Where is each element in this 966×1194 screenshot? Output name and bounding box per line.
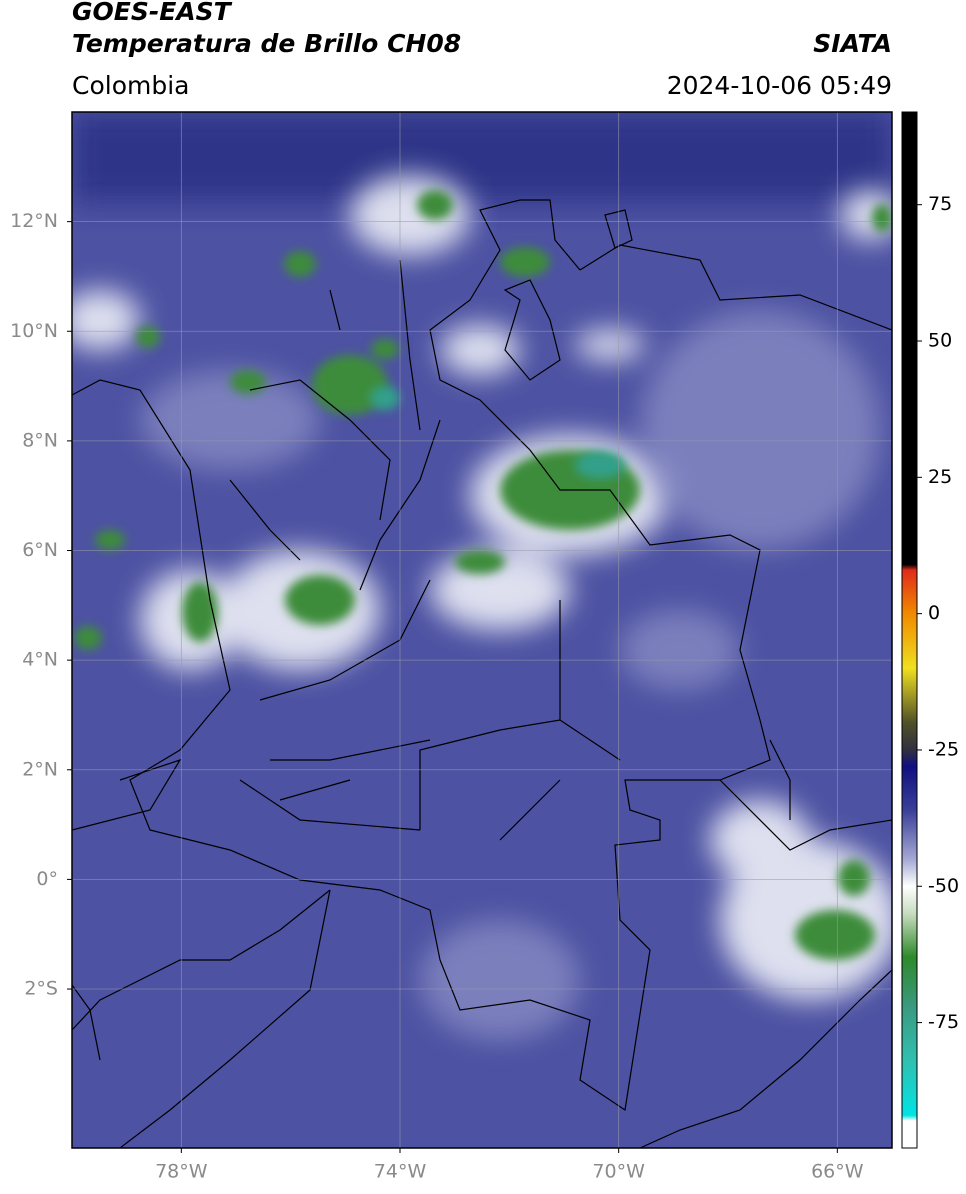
x-tick-label: 74°W xyxy=(374,1161,427,1183)
title: GOES-EAST xyxy=(72,0,233,26)
colorbar-label: 50 xyxy=(928,330,952,352)
grid xyxy=(72,112,892,1148)
colorbar-label: 0 xyxy=(928,602,940,624)
y-tick-label: 2°N xyxy=(22,758,58,780)
colorbar xyxy=(901,111,918,1149)
map-frame xyxy=(71,111,893,1149)
y-tick-label: 12°N xyxy=(10,210,58,232)
x-tick-label: 66°W xyxy=(811,1161,864,1183)
colorbar-label: 75 xyxy=(928,193,952,215)
source: SIATA xyxy=(813,29,892,58)
y-tick-label: 2°S xyxy=(24,978,58,1000)
map-image xyxy=(72,112,892,1148)
y-tick-label: 0° xyxy=(36,868,58,890)
colorbar-label: 25 xyxy=(928,466,952,488)
y-tick-label: 4°N xyxy=(22,649,58,671)
x-tick-label: 70°W xyxy=(592,1161,645,1183)
colorbar-label: -75 xyxy=(928,1011,959,1033)
datetime: 2024-10-06 05:49 xyxy=(667,71,892,100)
subtitle: Temperatura de Brillo CH08 xyxy=(72,29,461,58)
y-tick-label: 8°N xyxy=(22,429,58,451)
x-tick-label: 78°W xyxy=(155,1161,208,1183)
y-tick-label: 6°N xyxy=(22,539,58,561)
y-tick-label: 10°N xyxy=(10,320,58,342)
colorbar-label: -25 xyxy=(928,738,959,760)
region: Colombia xyxy=(72,71,189,100)
colorbar-label: -50 xyxy=(928,875,959,897)
